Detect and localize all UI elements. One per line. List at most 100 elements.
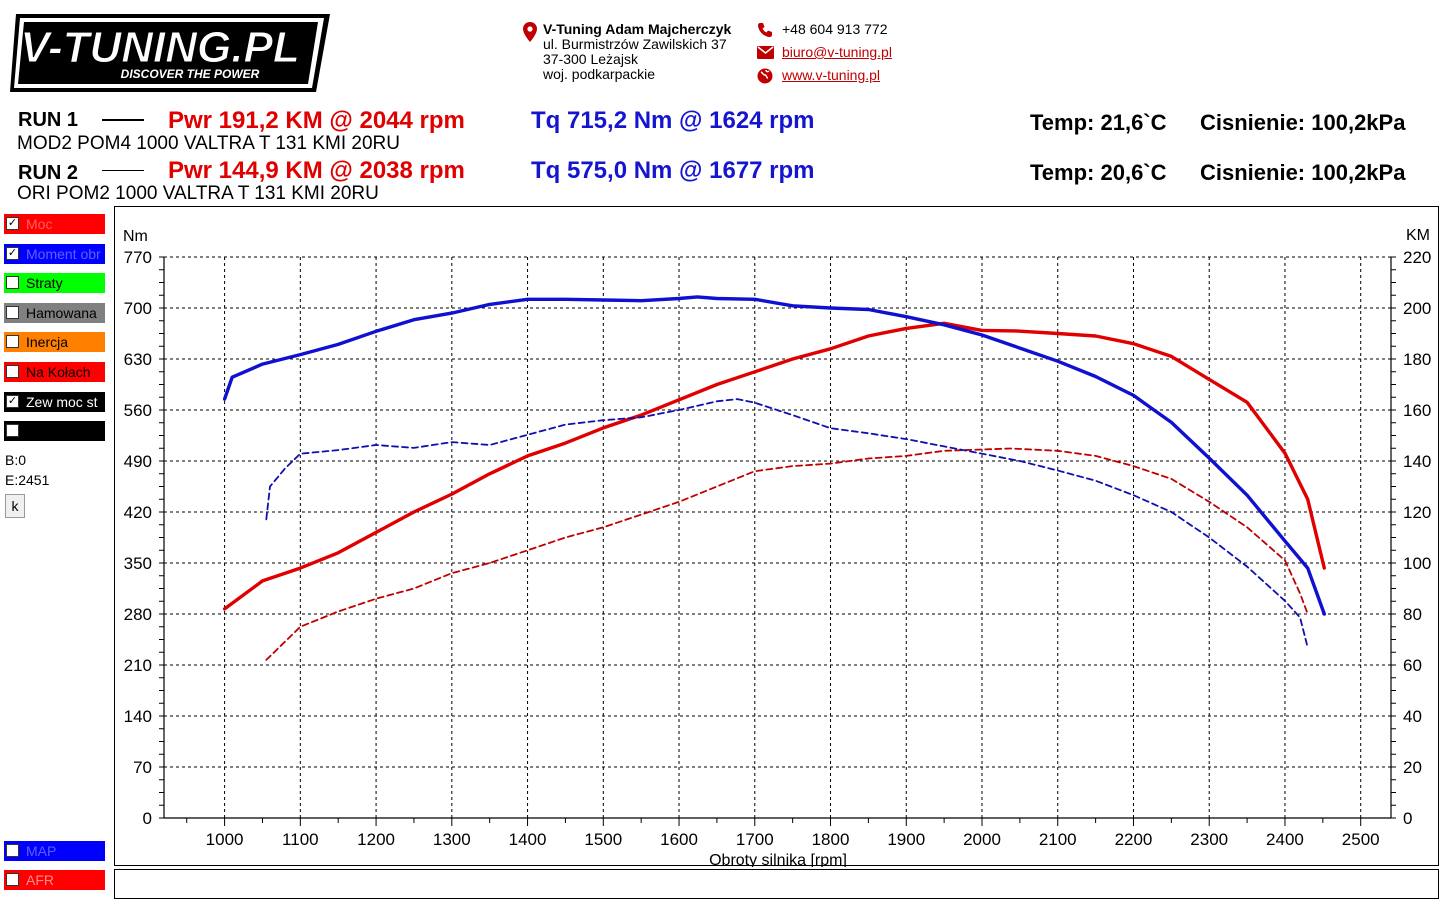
- x-tick-label: 2000: [963, 830, 1001, 849]
- y-left-tick-label: 490: [124, 452, 152, 471]
- x-tick-label: 2300: [1190, 830, 1228, 849]
- x-axis-label: Obroty silnika [rpm]: [709, 852, 847, 867]
- email-link[interactable]: biuro@v-tuning.pl: [782, 44, 892, 60]
- globe-icon: [757, 68, 773, 84]
- series-toggle-label: Na Kołach: [26, 364, 91, 380]
- x-tick-label: 2100: [1039, 830, 1077, 849]
- y-left-tick-label: 630: [124, 350, 152, 369]
- y-right-tick-label: 140: [1403, 452, 1431, 471]
- chart-axes: 1000 1100 1200 1300 1400 1500 1600 1700 1800 1900…: [124, 248, 1432, 849]
- chart-series: [222, 295, 1327, 661]
- y-left-tick-label: 350: [124, 554, 152, 573]
- series-toggle-3[interactable]: Hamowana: [4, 302, 105, 323]
- y-right-tick-label: 180: [1403, 350, 1431, 369]
- series-toggle-2[interactable]: Straty: [4, 273, 105, 294]
- logo-wordmark: V-TUNING.PL: [20, 23, 299, 72]
- series-toggle-1[interactable]: ✓ Moment obr: [4, 243, 105, 264]
- series-line-1: [222, 295, 1327, 616]
- run1-id: RUN 1: [18, 109, 79, 131]
- y-left-tick-label: 700: [124, 299, 152, 318]
- y-left-tick-label: 140: [124, 707, 152, 726]
- checkbox-icon[interactable]: ✓: [6, 217, 19, 230]
- y-right-tick-label: 120: [1403, 503, 1431, 522]
- status-bar: [114, 869, 1439, 899]
- k-button[interactable]: k: [5, 494, 25, 518]
- run1-pressure: Cisnienie: 100,2kPa: [1200, 110, 1406, 135]
- y-left-tick-label: 210: [124, 656, 152, 675]
- company-city: 37-300 Leżajsk: [543, 51, 638, 67]
- y-right-tick-label: 0: [1403, 809, 1412, 828]
- x-tick-label: 1200: [357, 830, 395, 849]
- logo-tagline: DISCOVER THE POWER: [121, 67, 260, 81]
- y-right-tick-label: 80: [1403, 605, 1422, 624]
- email-icon: [757, 46, 774, 59]
- x-tick-label: 1700: [736, 830, 774, 849]
- y-right-tick-label: 60: [1403, 656, 1422, 675]
- series-toggle-label: Zew moc st: [26, 393, 98, 410]
- bottom-toggle-label: AFR: [26, 872, 54, 888]
- y-right-tick-label: 200: [1403, 299, 1431, 318]
- series-toggle-6[interactable]: ✓ Zew moc st: [4, 391, 105, 412]
- series-toggle-label: Straty: [26, 275, 63, 292]
- phone-number: +48 604 913 772: [782, 21, 888, 37]
- checkbox-icon[interactable]: ✓: [6, 246, 19, 260]
- series-toggle-7[interactable]: [4, 421, 105, 442]
- checkbox-icon[interactable]: [6, 873, 19, 886]
- y-right-tick-label: 100: [1403, 554, 1431, 573]
- series-line-0: [222, 321, 1327, 611]
- company-name: V-Tuning Adam Majcherczyk: [543, 21, 732, 37]
- series-toggle-4[interactable]: Inercja: [4, 332, 105, 353]
- v-tuning-logo: V-TUNING.PL DISCOVER THE POWER: [10, 14, 330, 92]
- x-tick-label: 1800: [812, 830, 850, 849]
- x-tick-label: 1500: [584, 830, 622, 849]
- run2-description: ORI POM2 1000 VALTRA T 131 KMI 20RU: [17, 183, 379, 204]
- x-tick-label: 2400: [1266, 830, 1304, 849]
- series-toggle-5[interactable]: Na Kołach: [4, 362, 105, 382]
- e-value: E:2451: [5, 472, 50, 488]
- y-left-tick-label: 770: [124, 248, 152, 267]
- checkbox-icon[interactable]: [6, 844, 19, 857]
- chart-canvas: 1000 1100 1200 1300 1400 1500 1600 1700 1800 1900…: [123, 227, 1432, 867]
- run2-line-sample: [102, 170, 144, 171]
- y-left-tick-label: 280: [124, 605, 152, 624]
- x-tick-label: 2500: [1342, 830, 1380, 849]
- series-toggle-label: Moment obr: [26, 245, 101, 262]
- checkbox-icon[interactable]: [6, 276, 19, 290]
- series-toggle-0[interactable]: ✓ Moc: [4, 214, 105, 234]
- run1-power: Pwr 191,2 KM @ 2044 rpm: [168, 107, 465, 134]
- company-region: woj. podkarpackie: [543, 66, 656, 82]
- x-tick-label: 1400: [509, 830, 547, 849]
- y-axis-right-label: KM: [1406, 227, 1430, 244]
- run2-temp: Temp: 20,6`C: [1030, 160, 1167, 185]
- y-left-tick-label: 0: [143, 809, 152, 828]
- website-link[interactable]: www.v-tuning.pl: [782, 67, 881, 83]
- run1-temp: Temp: 21,6`C: [1030, 110, 1167, 135]
- y-right-tick-label: 20: [1403, 758, 1422, 777]
- checkbox-icon[interactable]: ✓: [6, 394, 19, 408]
- location-pin-icon: [523, 22, 537, 42]
- checkbox-icon[interactable]: [6, 335, 19, 349]
- run2-power: Pwr 144,9 KM @ 2038 rpm: [168, 157, 465, 184]
- series-line-2: [265, 447, 1309, 661]
- x-tick-label: 1100: [282, 830, 319, 849]
- run2-id: RUN 2: [18, 162, 79, 184]
- series-toggle-label: Hamowana: [26, 304, 97, 321]
- checkbox-icon[interactable]: [6, 365, 19, 378]
- checkbox-icon[interactable]: [6, 424, 19, 438]
- x-tick-label: 2200: [1115, 830, 1153, 849]
- series-toggle-label: Inercja: [26, 334, 69, 351]
- y-right-tick-label: 40: [1403, 707, 1422, 726]
- x-tick-label: 1000: [206, 830, 244, 849]
- run1-torque: Tq 715,2 Nm @ 1624 rpm: [531, 107, 815, 134]
- checkbox-icon[interactable]: [6, 305, 19, 319]
- run1-description: MOD2 POM4 1000 VALTRA T 131 KMI 20RU: [17, 133, 400, 154]
- b-value: B:0: [5, 452, 27, 468]
- run1-line-sample: [102, 119, 144, 121]
- y-right-tick-label: 220: [1403, 248, 1431, 267]
- bottom-toggle-1[interactable]: AFR: [4, 870, 105, 890]
- y-right-tick-label: 160: [1403, 401, 1431, 420]
- run2-pressure: Cisnienie: 100,2kPa: [1200, 160, 1406, 185]
- x-tick-label: 1300: [433, 830, 471, 849]
- run2-torque: Tq 575,0 Nm @ 1677 rpm: [531, 157, 815, 184]
- bottom-toggle-0[interactable]: MAP: [4, 841, 105, 861]
